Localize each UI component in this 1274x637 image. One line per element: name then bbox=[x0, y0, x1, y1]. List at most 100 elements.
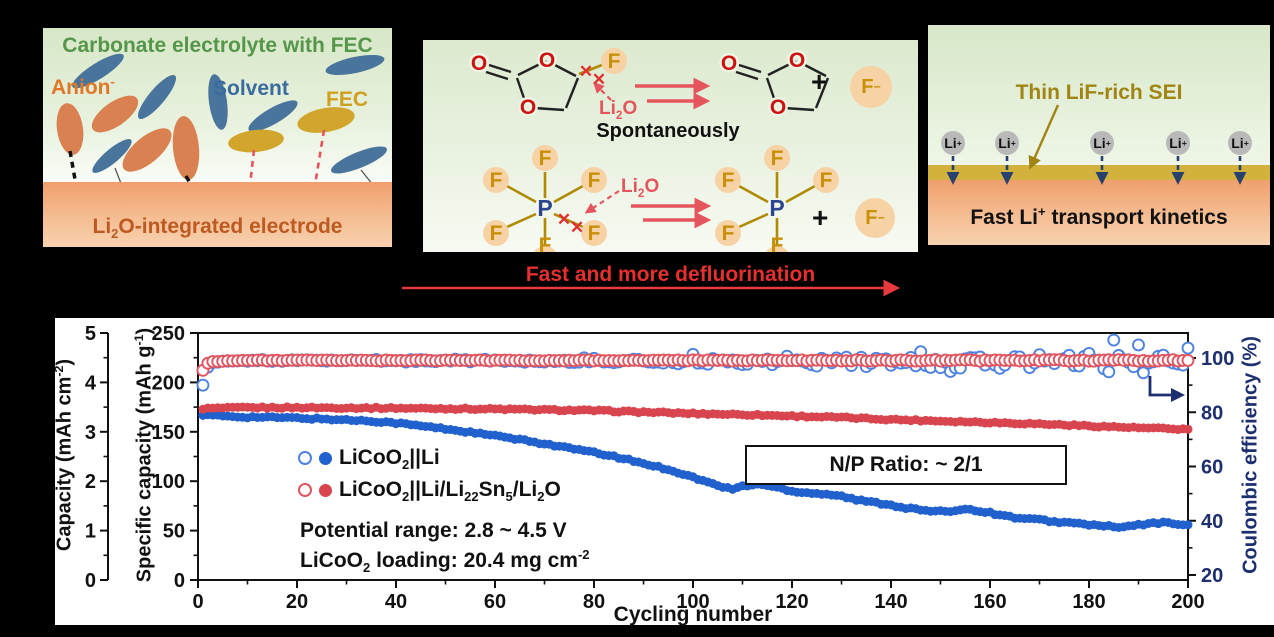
anion-ellipses bbox=[56, 95, 200, 180]
series-licoo2-li-li22sn5-li2o-ce bbox=[196, 353, 1195, 377]
svg-text:F: F bbox=[539, 147, 552, 170]
anion-label: Anion- bbox=[51, 74, 115, 99]
svg-text:4: 4 bbox=[85, 372, 97, 394]
li2o-attack-arrows bbox=[584, 82, 620, 214]
li-ion-4: Li + bbox=[1166, 131, 1190, 155]
svg-text:F: F bbox=[490, 169, 503, 192]
svg-text:✕: ✕ bbox=[592, 70, 606, 89]
panel-left-title: Carbonate electrolyte with FEC bbox=[62, 34, 373, 57]
ec-molecule bbox=[735, 59, 830, 112]
svg-text:F: F bbox=[539, 234, 552, 252]
li2o-label-bottom: Li2O bbox=[621, 176, 660, 200]
svg-text:120: 120 bbox=[775, 591, 808, 613]
svg-text:3: 3 bbox=[85, 422, 96, 444]
loading-note: LiCoO2 loading: 20.4 mg cm-2 bbox=[300, 547, 590, 576]
svg-text:✕: ✕ bbox=[570, 218, 584, 237]
svg-text:O: O bbox=[770, 96, 786, 119]
pf5-fluorines bbox=[715, 145, 839, 252]
svg-text:O: O bbox=[520, 96, 536, 119]
svg-text:F: F bbox=[490, 222, 503, 245]
fec-ellipses bbox=[228, 107, 355, 153]
legend-open-marker-blue bbox=[298, 451, 312, 465]
svg-text:160: 160 bbox=[973, 591, 1006, 613]
fluoride-ion-bottom: F − bbox=[855, 198, 895, 238]
legend-filled-marker-red bbox=[319, 483, 332, 497]
svg-text:80: 80 bbox=[583, 591, 605, 613]
svg-text:F: F bbox=[588, 169, 601, 192]
electrolyte-molecules-graphic bbox=[56, 53, 387, 191]
reaction-graphic: O O O O O O F FF FF FF FF FF F P P ✕✕ bbox=[468, 47, 839, 252]
svg-text:P: P bbox=[537, 195, 552, 221]
li2o-label-top: Li2O bbox=[599, 98, 638, 122]
c-f-bond bbox=[578, 63, 603, 76]
fec-molecule bbox=[485, 59, 580, 112]
cycling-performance-chart: 0 1 2 3 4 5 0 50 100 150 200 250 20 40 60 80 100 0 20 40 60 8… bbox=[51, 318, 1274, 626]
reaction-arrows bbox=[631, 77, 712, 229]
plus-sign-top: + bbox=[811, 66, 828, 97]
oxygen-labels: O O O O O O bbox=[468, 47, 807, 122]
bond-break-crosses: ✕✕ ✕✕ bbox=[557, 62, 606, 237]
specific-capacity-axis-title: Specific capacity (mAh g-1) bbox=[131, 327, 156, 583]
li-ion-3: Li + bbox=[1090, 131, 1114, 155]
svg-text:5: 5 bbox=[85, 323, 96, 345]
li-transport-graphic bbox=[946, 104, 1247, 185]
li-ion-arrows bbox=[946, 156, 1247, 185]
svg-text:100: 100 bbox=[676, 591, 709, 613]
svg-text:✕: ✕ bbox=[557, 210, 571, 229]
sei-label: Thin LiF-rich SEI bbox=[1015, 81, 1183, 104]
solvent-label: Solvent bbox=[213, 77, 289, 100]
spontaneously-label: Spontaneously bbox=[596, 120, 740, 142]
series-licoo2-li-li22sn5-li2o-capacity bbox=[198, 402, 1193, 435]
legend-entry-licoo2-li: LiCoO2||Li bbox=[298, 446, 440, 473]
svg-text:100: 100 bbox=[152, 471, 185, 493]
svg-text:40: 40 bbox=[1201, 511, 1223, 533]
li-ion-1: Li + bbox=[941, 131, 965, 155]
sei-schematic-panel: Thin LiF-rich SEI Fast Li+ transport kin… bbox=[928, 25, 1270, 245]
svg-text:F: F bbox=[588, 222, 601, 245]
potential-range-note: Potential range: 2.8 ~ 4.5 V bbox=[300, 519, 567, 542]
svg-text:O: O bbox=[539, 49, 555, 72]
svg-text:2: 2 bbox=[85, 471, 96, 493]
svg-text:150: 150 bbox=[152, 422, 185, 444]
electrolyte-schematic-panel: Carbonate electrolyte with FEC bbox=[43, 28, 392, 247]
fluorine-atom bbox=[601, 48, 627, 74]
defluorination-arrow bbox=[402, 280, 901, 296]
fluorine-labels: F F F F F F F F F F F F bbox=[490, 50, 833, 252]
svg-text:0: 0 bbox=[174, 570, 185, 592]
sei-pointer-arrow bbox=[1028, 104, 1060, 170]
svg-text:20: 20 bbox=[286, 591, 308, 613]
plus-sign-bottom: + bbox=[812, 202, 829, 233]
svg-text:O: O bbox=[721, 52, 737, 75]
svg-text:✕: ✕ bbox=[579, 62, 593, 81]
phosphorus-labels: P P bbox=[537, 195, 784, 221]
fluoride-ion-top: F − bbox=[850, 66, 892, 108]
np-ratio-label: N/P Ratio: ~ 2/1 bbox=[829, 453, 983, 476]
transport-caption: Fast Li+ transport kinetics bbox=[970, 204, 1228, 229]
svg-text:0: 0 bbox=[85, 570, 96, 592]
svg-text:P: P bbox=[769, 195, 784, 221]
solvent-ellipses bbox=[72, 53, 387, 174]
tether-lines bbox=[68, 129, 378, 191]
svg-text:F: F bbox=[771, 147, 784, 170]
x-axis-title: Cycling number bbox=[613, 603, 773, 626]
ce-indicator-arrow bbox=[1148, 376, 1185, 402]
legend-open-marker-red bbox=[298, 483, 312, 497]
svg-text:250: 250 bbox=[152, 323, 185, 345]
svg-text:80: 80 bbox=[1201, 402, 1223, 424]
pf6-fluorines bbox=[483, 145, 607, 252]
pf6-anion bbox=[506, 172, 584, 246]
legend-label-licoo2-li: LiCoO2||Li bbox=[339, 446, 440, 473]
svg-text:60: 60 bbox=[1201, 457, 1223, 479]
svg-text:0: 0 bbox=[192, 591, 203, 613]
svg-text:O: O bbox=[471, 52, 487, 75]
capacity-axis-title: Capacity (mAh cm-2) bbox=[51, 358, 76, 552]
np-ratio-box: N/P Ratio: ~ 2/1 bbox=[745, 445, 1067, 485]
legend-label-licoo2-li22sn5: LiCoO2||Li/Li22Sn5/Li2O bbox=[339, 478, 561, 505]
svg-text:F: F bbox=[608, 50, 621, 73]
svg-text:180: 180 bbox=[1072, 591, 1105, 613]
series-licoo2-li-capacity bbox=[198, 410, 1193, 532]
